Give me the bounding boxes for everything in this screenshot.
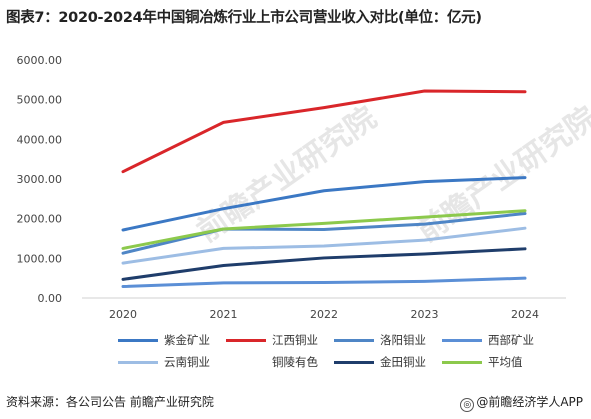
x-tick-label: 2021 — [210, 308, 238, 321]
legend-swatch — [334, 360, 374, 364]
x-tick-label: 2020 — [109, 308, 137, 321]
legend-item: 紫金矿业 — [118, 332, 210, 348]
legend-item: 江西铜业 — [226, 332, 318, 348]
x-tick-label: 2023 — [411, 308, 439, 321]
legend-label: 平均值 — [488, 355, 523, 369]
brand-credit: ◎ @前瞻经济学人APP — [460, 393, 583, 412]
y-tick-label: 1000.00 — [17, 252, 63, 265]
series-line-云南铜业 — [121, 226, 527, 265]
x-tick-label: 2022 — [310, 308, 338, 321]
source-note: 资料来源：各公司公告 前瞻产业研究院 — [6, 395, 214, 409]
y-tick-label: 4000.00 — [17, 133, 63, 146]
legend-item: 洛阳钼业 — [334, 332, 426, 348]
legend-item: 西部矿业 — [442, 332, 534, 348]
brand-text: @前瞻经济学人APP — [476, 395, 583, 409]
series-lines — [121, 89, 527, 288]
legend-swatch — [226, 361, 266, 364]
y-tick-label: 0.00 — [38, 292, 63, 305]
legend-swatch — [226, 338, 266, 342]
brand-logo-icon: ◎ — [460, 398, 475, 412]
legend-item: 云南铜业 — [118, 354, 210, 370]
y-tick-label: 2000.00 — [17, 213, 63, 226]
chart-title: 图表7：2020-2024年中国铜冶炼行业上市公司营业收入对比(单位：亿元) — [6, 10, 482, 26]
legend-label: 云南铜业 — [164, 355, 210, 369]
legend-swatch — [334, 338, 374, 342]
series-line-西部矿业 — [121, 276, 527, 288]
series-line-紫金矿业 — [121, 176, 527, 232]
legend-swatch — [442, 338, 482, 342]
y-tick-label: 3000.00 — [17, 173, 63, 186]
legend-item: 金田铜业 — [334, 354, 426, 370]
series-line-洛阳钼业 — [121, 212, 527, 255]
y-axis: 0.00 1000.00 2000.00 3000.00 4000.00 5000.00 6… — [17, 54, 63, 305]
legend-label: 西部矿业 — [488, 333, 534, 347]
legend-swatch — [118, 360, 158, 364]
series-line-金田铜业 — [121, 247, 527, 281]
x-axis: 2020 2021 2022 2023 2024 — [82, 297, 566, 321]
legend-label: 铜陵有色 — [272, 355, 318, 369]
y-tick-label: 6000.00 — [17, 54, 63, 67]
legend-item: 平均值 — [442, 354, 523, 370]
legend-item: 铜陵有色 — [226, 354, 318, 370]
legend-swatch — [442, 360, 482, 364]
legend-label: 金田铜业 — [380, 355, 426, 369]
legend-label: 洛阳钼业 — [380, 333, 426, 347]
line-chart: 0.00 1000.00 2000.00 3000.00 4000.00 5000.00 6… — [17, 54, 566, 321]
series-line-江西铜业 — [121, 89, 527, 174]
series-line-平均值 — [121, 209, 527, 250]
y-tick-label: 5000.00 — [17, 94, 63, 107]
x-tick-label: 2024 — [511, 308, 539, 321]
legend-swatch — [118, 338, 158, 342]
legend-label: 江西铜业 — [272, 333, 318, 347]
legend-label: 紫金矿业 — [164, 333, 210, 347]
